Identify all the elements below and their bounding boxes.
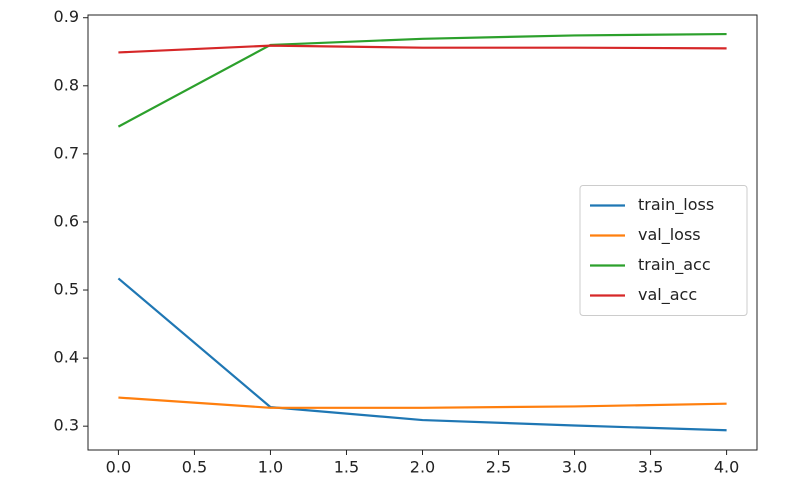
legend-label: val_loss bbox=[638, 225, 701, 245]
y-tick-label: 0.7 bbox=[54, 143, 79, 162]
legend-label: val_acc bbox=[638, 285, 697, 305]
x-tick-label: 0.5 bbox=[182, 458, 207, 477]
y-tick-label: 0.5 bbox=[54, 280, 79, 299]
y-tick-label: 0.4 bbox=[54, 348, 79, 367]
x-tick-label: 3.5 bbox=[638, 458, 663, 477]
x-tick-label: 2.5 bbox=[486, 458, 511, 477]
series-line bbox=[118, 44, 727, 54]
series-line bbox=[117, 277, 727, 432]
x-tick-label: 0.0 bbox=[106, 458, 131, 477]
x-tick-label: 2.0 bbox=[410, 458, 435, 477]
x-tick-label: 1.0 bbox=[258, 458, 283, 477]
y-tick-label: 0.8 bbox=[54, 75, 79, 94]
legend-box bbox=[579, 185, 748, 316]
x-tick-label: 3.0 bbox=[562, 458, 587, 477]
y-tick-label: 0.3 bbox=[54, 416, 79, 435]
y-tick-label: 0.9 bbox=[54, 7, 79, 26]
series-line bbox=[118, 396, 727, 409]
legend-label: train_acc bbox=[638, 255, 711, 275]
y-tick-label: 0.6 bbox=[54, 211, 79, 230]
plot-frame bbox=[87, 14, 758, 451]
legend-label: train_loss bbox=[638, 195, 714, 215]
x-tick-label: 4.0 bbox=[714, 458, 739, 477]
series-line bbox=[117, 32, 727, 128]
x-tick-label: 1.5 bbox=[334, 458, 359, 477]
